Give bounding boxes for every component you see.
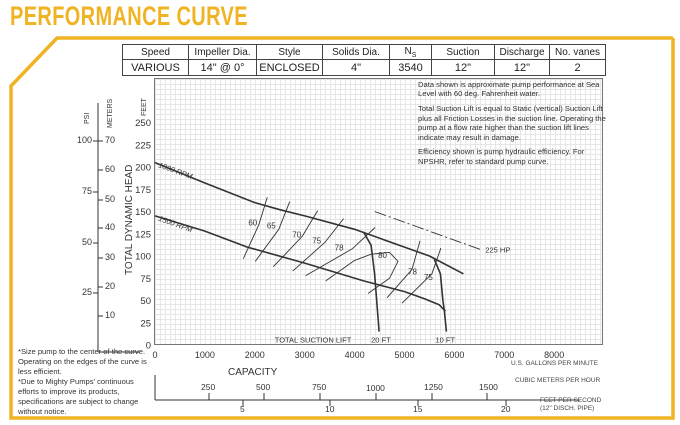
y-tick-label: 225 [135, 140, 151, 151]
spec-value-speed: VARIOUS [122, 59, 189, 76]
psi-tick: 50 [82, 237, 93, 247]
y-tick-label: 75 [140, 274, 151, 285]
curve-20-ft [362, 231, 380, 332]
efficiency-label: 78 [335, 244, 344, 253]
y-tick-label: 250 [135, 118, 151, 129]
efficiency-label: 75 [312, 237, 321, 246]
efficiency-line-78 [386, 240, 421, 299]
x-tick-label: 3000 [295, 350, 315, 360]
y-tick-label: 125 [135, 229, 151, 240]
meter-tick: 40 [105, 222, 116, 232]
fps-axis-label: FEET PER SECOND [540, 397, 602, 404]
y-tick-label: 175 [135, 185, 151, 196]
ns-subscript: S [411, 51, 417, 59]
m3h-tick: 500 [256, 382, 271, 392]
x-tick-label: 0 [152, 350, 157, 360]
annotation-label: TOTAL SUCTION LIFT [275, 335, 352, 344]
spec-value-suction: 12" [431, 59, 495, 76]
x-tick-label: 1000 [195, 350, 215, 360]
footnotes: *Size pump to the center of the curve. O… [18, 347, 153, 417]
spec-value-ns: 3540 [389, 59, 432, 76]
fps-tick: 10 [325, 404, 335, 414]
page-title: PERFORMANCE CURVE [10, 1, 248, 31]
meter-tick: 20 [105, 281, 116, 291]
curve-1500-rpm [154, 215, 446, 312]
x-tick-label: 2000 [245, 350, 265, 360]
capacity-label: CAPACITY [228, 367, 278, 378]
efficiency-line-75 [292, 218, 344, 272]
curve-label-20-ft: 20 FT [371, 335, 391, 344]
fps-tick: 5 [240, 404, 245, 414]
note-suction-lift: Total Suction Lift is equal to Static (v… [418, 104, 606, 142]
x-tick-label: 6000 [444, 350, 464, 360]
fps-tick: 15 [413, 404, 423, 414]
efficiency-label: 70 [292, 230, 301, 239]
y-tick-label: 100 [135, 252, 151, 263]
m3h-tick: 250 [201, 382, 216, 392]
efficiency-label: 75 [424, 273, 433, 282]
curve-225-hp [374, 211, 482, 251]
y-tick-label: 0 [146, 341, 151, 352]
efficiency-label: 60 [248, 219, 257, 228]
efficiency-label: 78 [408, 268, 417, 277]
m3h-tick: 1000 [366, 383, 385, 393]
fps-tick: 20 [501, 404, 511, 414]
m3h-tick: 1500 [479, 382, 498, 392]
curve-1800-rpm [154, 161, 464, 275]
curve-label-1500-rpm: 1500 RPM [157, 214, 194, 235]
efficiency-label: 80 [378, 251, 387, 260]
y-tick-label: 150 [135, 207, 151, 218]
spec-value-impeller: 14" @ 0° [188, 59, 257, 76]
psi-tick: 75 [82, 186, 93, 196]
m3h-axis-label: CUBIC METERS PER HOUR [515, 377, 601, 384]
y-tick-label: 200 [135, 163, 151, 174]
curve-label-1800-rpm: 1800 RPM [157, 160, 194, 181]
footnote-sizing: *Size pump to the center of the curve. O… [18, 347, 147, 376]
curve-label-225-hp: 225 HP [485, 245, 510, 254]
gpm-axis-label: U.S. GALLONS PER MINUTE [511, 360, 599, 367]
m3h-tick: 750 [312, 382, 327, 392]
meter-tick: 50 [105, 194, 116, 204]
spec-table: Speed Impeller Dia. Style Solids Dia. NS… [122, 44, 606, 76]
psi-tick: 25 [82, 287, 93, 297]
fps-axis-sublabel: (12" DISCH. PIPE) [540, 405, 595, 412]
efficiency-label: 65 [267, 221, 276, 230]
spec-header-row: Speed Impeller Dia. Style Solids Dia. NS… [122, 44, 606, 60]
curve-label-10-ft: 10 FT [435, 335, 455, 344]
efficiency-line-80 [325, 251, 399, 294]
note-efficiency: Efficiency shown is pump hydraulic effic… [418, 147, 585, 166]
spec-value-vanes: 2 [549, 59, 606, 76]
x-tick-label: 5000 [394, 350, 414, 360]
x-tick-label: 7000 [494, 350, 514, 360]
footnote-disclaimer: *Due to Mighty Pumps' continuous efforts… [18, 377, 139, 416]
note-conditions: Data shown is approximate pump performan… [418, 80, 600, 99]
chart-notes: Data shown is approximate pump performan… [418, 80, 608, 172]
y-tick-label: 25 [140, 318, 151, 329]
m3h-tick: 1250 [424, 382, 443, 392]
ns-label: N [404, 45, 412, 57]
x-tick-label: 4000 [345, 350, 365, 360]
efficiency-line-75 [401, 247, 442, 304]
x-tick-label: 8000 [544, 350, 564, 360]
plot-area [154, 78, 603, 345]
meter-tick: 60 [105, 164, 116, 174]
meter-tick: 30 [105, 252, 116, 262]
meter-tick: 70 [105, 135, 116, 145]
psi-tick: 100 [77, 135, 93, 145]
spec-values-row: VARIOUS 14" @ 0° ENCLOSED 4" 3540 12" 12… [122, 59, 606, 76]
y-tick-label: 50 [140, 296, 151, 307]
curve-10-ft [433, 259, 448, 332]
meter-tick: 10 [105, 310, 116, 320]
